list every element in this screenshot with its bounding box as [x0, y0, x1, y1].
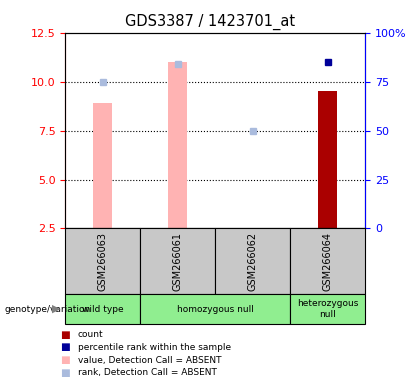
Bar — [140, 294, 290, 324]
Text: percentile rank within the sample: percentile rank within the sample — [78, 343, 231, 352]
Text: genotype/variation: genotype/variation — [4, 305, 90, 314]
Text: ■: ■ — [60, 342, 70, 353]
Bar — [140, 228, 215, 294]
Bar — [318, 91, 337, 228]
Bar — [244, 227, 262, 228]
Text: wild type: wild type — [82, 305, 123, 314]
Bar — [65, 294, 140, 324]
Text: GSM266063: GSM266063 — [97, 232, 108, 291]
Text: value, Detection Call = ABSENT: value, Detection Call = ABSENT — [78, 356, 221, 364]
Text: rank, Detection Call = ABSENT: rank, Detection Call = ABSENT — [78, 368, 217, 377]
Text: ▶: ▶ — [52, 304, 61, 314]
Bar — [65, 228, 140, 294]
Bar — [215, 228, 290, 294]
Bar — [290, 294, 365, 324]
Bar — [168, 62, 187, 228]
Text: ■: ■ — [60, 355, 70, 365]
Text: ■: ■ — [60, 329, 70, 340]
Bar — [93, 103, 112, 228]
Text: GSM266064: GSM266064 — [323, 232, 333, 291]
Bar — [290, 228, 365, 294]
Text: GSM266062: GSM266062 — [248, 232, 258, 291]
Text: GDS3387 / 1423701_at: GDS3387 / 1423701_at — [125, 13, 295, 30]
Text: ■: ■ — [60, 367, 70, 378]
Text: heterozygous
null: heterozygous null — [297, 300, 359, 319]
Text: homozygous null: homozygous null — [177, 305, 254, 314]
Text: count: count — [78, 330, 103, 339]
Text: GSM266061: GSM266061 — [173, 232, 183, 291]
